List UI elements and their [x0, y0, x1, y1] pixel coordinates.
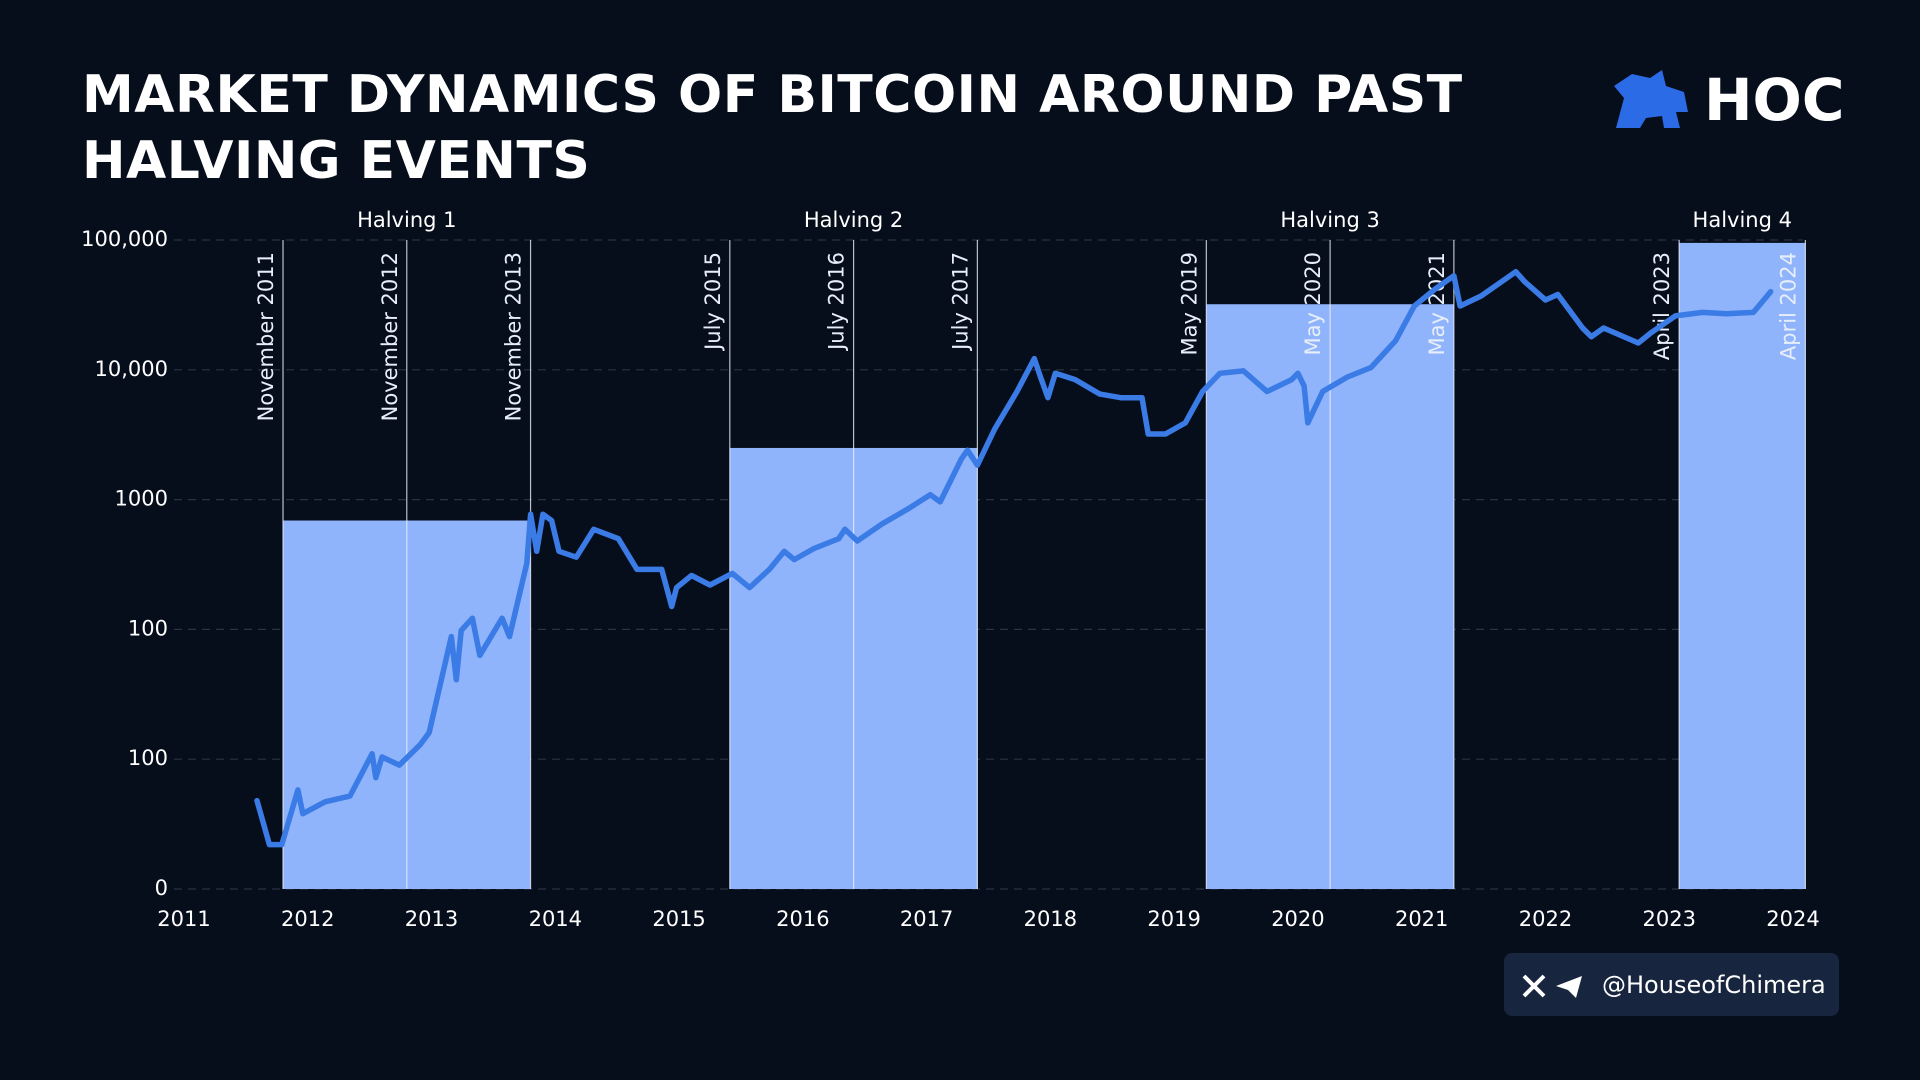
- x-tick-label: 2018: [1024, 907, 1077, 931]
- event-label: July 2016: [825, 252, 849, 352]
- x-tick-label: 2022: [1519, 907, 1572, 931]
- halving-label: Halving 2: [804, 208, 903, 232]
- x-tick-label: 2013: [405, 907, 458, 931]
- halving-label: Halving 3: [1280, 208, 1379, 232]
- halving-label: Halving 1: [357, 208, 456, 232]
- brand-logo: HOC: [1610, 66, 1844, 134]
- chart-title: MARKET DYNAMICS OF BITCOIN AROUND PAST H…: [82, 65, 1463, 191]
- brand-name: HOC: [1704, 66, 1845, 134]
- halving-region: [1679, 242, 1806, 889]
- event-label: April 2023: [1650, 252, 1674, 360]
- y-tick-label: 10,000: [95, 357, 168, 381]
- event-label: May 2020: [1301, 252, 1325, 356]
- x-tick-label: 2023: [1643, 907, 1696, 931]
- social-icons: [1522, 974, 1582, 998]
- x-tick-label: 2012: [281, 907, 334, 931]
- y-tick-label: 0: [155, 876, 168, 900]
- event-label: July 2015: [701, 252, 725, 352]
- y-tick-label: 100: [128, 616, 168, 640]
- handle-text: @HouseofChimera: [1602, 970, 1826, 999]
- x-tick-label: 2024: [1766, 907, 1819, 931]
- x-tick-label: 2015: [652, 907, 705, 931]
- x-tick-label: 2021: [1395, 907, 1448, 931]
- event-label: May 2019: [1177, 252, 1201, 356]
- x-tick-label: 2016: [776, 907, 829, 931]
- event-label: November 2013: [502, 252, 526, 421]
- price-line: [254, 268, 1774, 848]
- event-label: July 2017: [948, 252, 972, 352]
- social-handle: @HouseofChimera: [1504, 953, 1839, 1016]
- event-label: April 2024: [1776, 252, 1800, 360]
- y-tick-label: 1000: [115, 487, 168, 511]
- event-label: May 2021: [1425, 252, 1449, 356]
- x-tick-label: 2014: [529, 907, 582, 931]
- event-label: November 2011: [254, 252, 278, 421]
- y-tick-label: 100,000: [81, 227, 168, 251]
- x-tick-label: 2019: [1147, 907, 1200, 931]
- y-tick-label: 100: [128, 746, 168, 770]
- event-label: November 2012: [378, 252, 402, 421]
- lion-icon: [1614, 70, 1688, 128]
- halving-label: Halving 4: [1693, 208, 1792, 232]
- x-tick-label: 2017: [900, 907, 953, 931]
- x-tick-label: 2011: [157, 907, 210, 931]
- x-tick-label: 2020: [1271, 907, 1324, 931]
